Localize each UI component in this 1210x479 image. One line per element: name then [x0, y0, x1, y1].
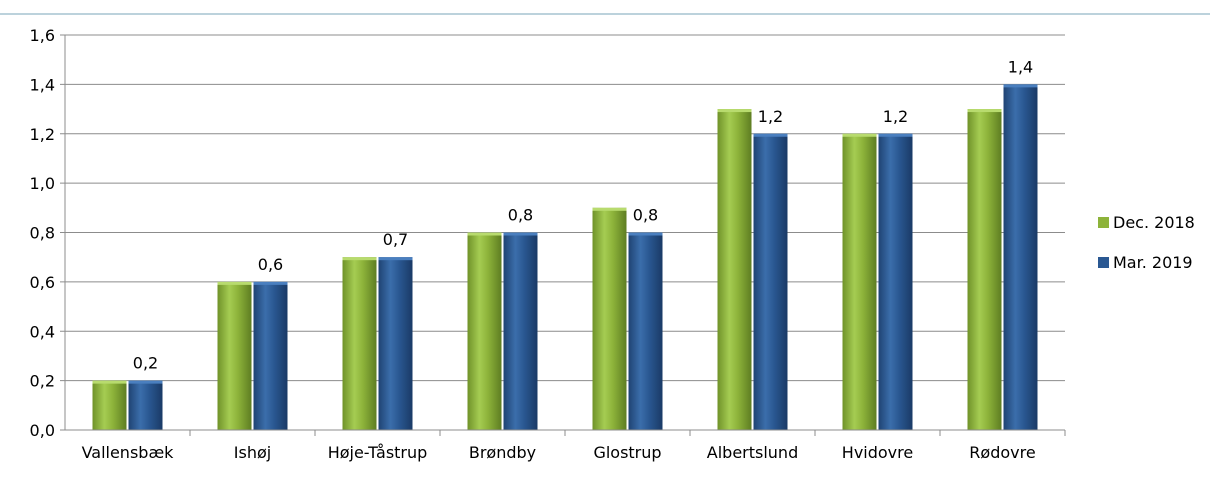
bar-top-highlight	[253, 281, 288, 285]
bar-top-highlight	[128, 380, 163, 384]
bars	[92, 84, 1038, 430]
legend-swatch	[1098, 217, 1109, 228]
y-tick-label: 1,6	[30, 26, 55, 45]
bar-mar-2019	[378, 257, 413, 430]
bar-top-highlight	[503, 232, 538, 236]
bar-top-highlight	[753, 133, 788, 137]
bar-top-highlight	[378, 257, 413, 261]
x-category-label: Høje-Tåstrup	[328, 443, 428, 462]
bar-dec-2018	[217, 281, 252, 430]
bar-top-highlight	[1003, 84, 1038, 88]
x-category-label: Hvidovre	[842, 443, 913, 462]
gridlines	[65, 34, 1065, 382]
y-tick-label: 1,2	[30, 125, 55, 144]
bar-dec-2018	[842, 133, 877, 430]
axes: 0,0 0,2 0,4 0,6 0,8 1,0 1,2 1,4 1,6 Vallensbæk Ish…	[30, 26, 1066, 462]
bar-dec-2018	[467, 232, 502, 430]
bar-dec-2018	[717, 109, 752, 430]
bar-mar-2019	[128, 380, 163, 430]
y-tick-label: 0,4	[30, 322, 55, 341]
bar-dec-2018	[967, 109, 1002, 430]
bar-mar-2019	[878, 133, 913, 430]
bar-top-highlight	[592, 207, 627, 211]
bar-mar-2019	[1003, 84, 1038, 430]
bar-top-highlight	[842, 133, 877, 137]
x-category-label: Vallensbæk	[82, 443, 175, 462]
data-label: 0,8	[633, 206, 658, 225]
bar-top-highlight	[967, 109, 1002, 113]
data-label: 0,6	[258, 255, 283, 274]
bar-top-highlight	[878, 133, 913, 137]
data-label: 1,4	[1008, 57, 1033, 76]
bar-top-highlight	[628, 232, 663, 236]
bar-dec-2018	[342, 257, 377, 430]
bar-mar-2019	[253, 281, 288, 430]
x-category-label: Brøndby	[469, 443, 536, 462]
data-label: 1,2	[758, 107, 783, 126]
x-category-label: Glostrup	[593, 443, 661, 462]
data-labels: 0,2 0,6 0,7 0,8 0,8 1,2 1,2 1,4	[133, 57, 1033, 372]
bar-top-highlight	[217, 281, 252, 285]
data-label: 0,7	[383, 230, 408, 249]
bar-dec-2018	[92, 380, 127, 430]
y-tick-label: 0,2	[30, 372, 55, 391]
data-label: 0,2	[133, 354, 158, 373]
x-category-label: Rødovre	[969, 443, 1035, 462]
data-label: 1,2	[883, 107, 908, 126]
y-tick-label: 1,4	[30, 75, 55, 94]
bar-mar-2019	[753, 133, 788, 430]
y-tick-label: 0,6	[30, 273, 55, 292]
bar-dec-2018	[592, 207, 627, 430]
y-tick-label: 0,8	[30, 224, 55, 243]
legend-label: Mar. 2019	[1113, 253, 1193, 272]
y-tick-label: 0,0	[30, 421, 55, 440]
bar-mar-2019	[628, 232, 663, 430]
bar-mar-2019	[503, 232, 538, 430]
bar-top-highlight	[92, 380, 127, 384]
x-category-label: Ishøj	[234, 443, 271, 462]
legend-label: Dec. 2018	[1113, 213, 1195, 232]
bar-top-highlight	[467, 232, 502, 236]
data-label: 0,8	[508, 206, 533, 225]
bar-top-highlight	[717, 109, 752, 113]
y-tick-label: 1,0	[30, 174, 55, 193]
x-category-label: Albertslund	[707, 443, 798, 462]
legend: Dec. 2018 Mar. 2019	[1098, 213, 1195, 272]
bar-top-highlight	[342, 257, 377, 261]
legend-swatch	[1098, 257, 1109, 268]
